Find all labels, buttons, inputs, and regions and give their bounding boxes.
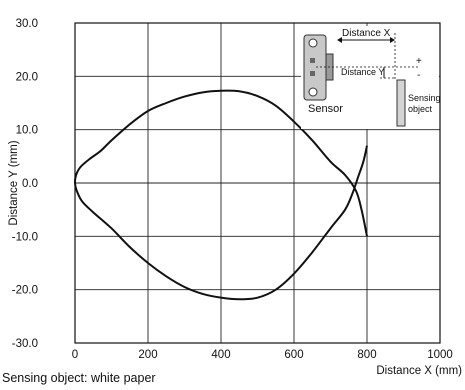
y-axis-label: Distance Y (mm) <box>8 140 20 225</box>
x-tick-label: 1000 <box>427 349 453 361</box>
minus-label: - <box>417 70 420 81</box>
plus-label: + <box>416 56 422 67</box>
plot-frame <box>74 22 441 344</box>
chart-caption: Sensing object: white paper <box>2 371 156 385</box>
y-tick-label: 30.0 <box>16 18 38 30</box>
sensing-object-label-1: Sensing <box>408 93 441 103</box>
x-tick-label: 600 <box>284 349 303 361</box>
y-tick-label: -30.0 <box>12 338 38 350</box>
x-tick-label: 800 <box>357 349 376 361</box>
x-tick-label: 400 <box>211 349 230 361</box>
sensing-object-icon <box>396 79 406 127</box>
y-tick-label: 20.0 <box>16 71 38 83</box>
x-tick-label: 200 <box>138 349 157 361</box>
tick-labels: 0 200 400 600 800 1000 30.0 20.0 10.0 0.0 -10.0 -20… <box>12 18 453 361</box>
distance-y-label: Distance Y <box>341 67 384 77</box>
sensor-diagram: Sensor Sensing object Distance X Distanc… <box>301 26 441 129</box>
x-axis-label: Distance X (mm) <box>376 365 462 377</box>
sensing-object-label-2: object <box>408 104 433 114</box>
arrow-head-right <box>390 37 395 43</box>
y-tick-label: 10.0 <box>16 125 38 137</box>
x-tick-label: 0 <box>72 349 78 361</box>
y-tick-label: -20.0 <box>12 285 38 297</box>
y-tick-label: 0.0 <box>22 178 38 190</box>
distance-x-label: Distance X <box>342 28 391 39</box>
sensor-label: Sensor <box>308 103 343 115</box>
grid <box>74 22 441 344</box>
arrow-head-left <box>337 37 342 43</box>
y-tick-label: -10.0 <box>12 231 38 243</box>
